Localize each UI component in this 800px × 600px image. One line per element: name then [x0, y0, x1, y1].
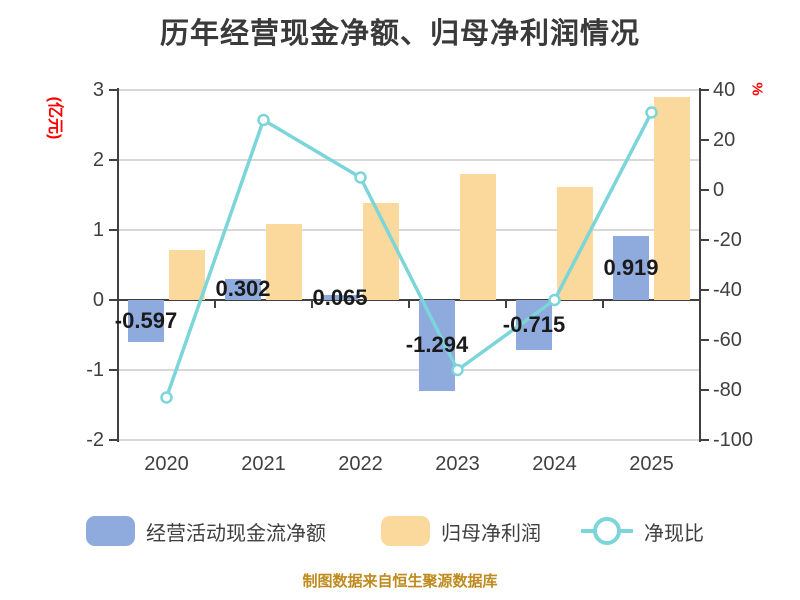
- bar-net-profit: [460, 174, 496, 300]
- right-axis-tick-label: 40: [713, 79, 736, 101]
- right-axis-tick: [700, 239, 709, 241]
- bar-operating-cash-flow: [128, 300, 164, 342]
- left-axis-tick-label: 3: [92, 79, 104, 101]
- right-axis-tick-label: -100: [713, 429, 754, 451]
- bar-operating-cash-flow: [322, 295, 358, 300]
- gridline: [118, 369, 700, 371]
- bar-operating-cash-flow: [225, 278, 261, 300]
- bar-data-label: -0.715: [502, 312, 566, 338]
- legend-circle-icon: [593, 517, 621, 545]
- legend-label-profit: 归母净利润: [441, 522, 541, 545]
- line-marker: [257, 113, 270, 127]
- legend-item-operating-cash-flow: 经营活动现金流净额: [86, 514, 326, 548]
- right-axis-tick: [700, 189, 709, 191]
- right-axis-tick-label: -60: [713, 329, 742, 351]
- line-marker: [160, 391, 173, 404]
- legend-swatch-profit-icon: [381, 516, 430, 546]
- bar-data-label: -0.597: [114, 307, 178, 333]
- gridline: [118, 159, 700, 161]
- right-axis-tick: [700, 289, 709, 291]
- x-axis-category-label: 2023: [435, 453, 480, 475]
- bar-data-label: -1.294: [405, 332, 469, 358]
- gridline: [118, 439, 700, 441]
- left-axis-tick-label: 1: [92, 219, 104, 241]
- gridline: [118, 229, 700, 231]
- right-axis-tick-label: 0: [713, 179, 725, 201]
- legend-item-net-profit: 归母净利润: [381, 514, 541, 548]
- left-axis-tick: [109, 159, 118, 161]
- x-axis-category-label: 2025: [629, 453, 674, 475]
- gridline: [118, 89, 700, 91]
- left-axis-tick-label: -2: [86, 429, 104, 451]
- left-axis-tick: [109, 229, 118, 231]
- x-axis-tick: [408, 300, 410, 308]
- left-axis-line: [117, 88, 119, 442]
- line-marker: [451, 363, 464, 377]
- bar-net-profit: [266, 224, 302, 300]
- x-axis-category-label: 2020: [144, 453, 189, 475]
- line-marker: [354, 171, 367, 184]
- right-axis-tick: [700, 439, 709, 441]
- right-axis-tick: [700, 339, 709, 341]
- right-axis-tick-label: 20: [713, 129, 736, 151]
- x-axis-category-label: 2022: [338, 453, 383, 475]
- right-axis-tick: [700, 89, 709, 91]
- legend-item-net-cash-ratio: 净现比: [581, 514, 704, 548]
- bar-operating-cash-flow: [613, 235, 649, 300]
- left-axis-tick-label: 2: [92, 149, 104, 171]
- x-axis-tick: [117, 300, 119, 308]
- bar-operating-cash-flow: [419, 300, 455, 391]
- net-cash-ratio-line: [164, 110, 654, 400]
- right-axis-tick: [700, 139, 709, 141]
- bar-data-label: 0.065: [312, 284, 368, 310]
- line-marker: [645, 106, 658, 119]
- left-axis-tick: [109, 439, 118, 441]
- legend-swatch-cash-icon: [86, 516, 135, 546]
- line-marker: [548, 293, 561, 307]
- legend-label-cash: 经营活动现金流净额: [146, 522, 326, 545]
- x-axis-category-label: 2021: [241, 453, 286, 475]
- left-axis-tick: [109, 89, 118, 91]
- bar-data-label: 0.302: [215, 276, 271, 302]
- chart-title: 历年经营现金净额、归母净利润情况: [159, 18, 640, 50]
- bar-data-label: 0.919: [603, 254, 659, 280]
- left-axis-tick: [109, 299, 118, 301]
- left-axis-tick-label: -1: [86, 359, 104, 381]
- x-axis-category-label: 2024: [532, 453, 577, 475]
- right-axis-line: [699, 88, 701, 442]
- left-axis-tick-label: 0: [92, 289, 104, 311]
- x-axis-tick: [699, 300, 701, 308]
- legend-label-ratio: 净现比: [644, 522, 704, 545]
- legend-line-marker-icon: [581, 516, 633, 546]
- x-axis-tick: [602, 300, 604, 308]
- right-axis-tick-label: -20: [713, 229, 742, 251]
- right-axis-tick-label: -80: [713, 379, 742, 401]
- bar-net-profit: [169, 249, 205, 300]
- right-axis-tick: [700, 389, 709, 391]
- x-axis-tick: [311, 300, 313, 308]
- x-axis-tick: [214, 300, 216, 308]
- source-note: 制图数据来自恒生聚源数据库: [302, 573, 498, 590]
- bar-net-profit: [654, 97, 690, 300]
- x-axis-tick: [505, 300, 507, 308]
- left-axis-tick: [109, 369, 118, 371]
- right-axis-tick-label: -40: [713, 279, 742, 301]
